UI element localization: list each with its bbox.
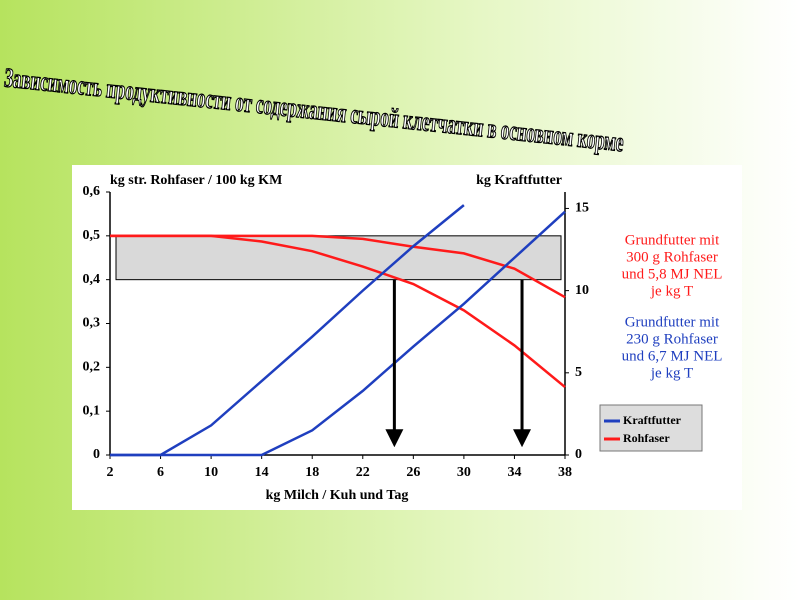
legend-box — [599, 404, 703, 452]
y2-axis-label: kg Kraftfutter — [476, 173, 562, 188]
series-line — [110, 210, 566, 457]
y2-tick-label: 10 — [575, 283, 589, 298]
y-tick-label: 0,3 — [83, 316, 101, 331]
y-tick-label: 0,6 — [83, 184, 101, 199]
y2-tick-label: 15 — [575, 201, 589, 216]
series-line — [110, 234, 566, 389]
legend-label: Kraftfutter — [623, 413, 682, 427]
y2-tick-label: 5 — [575, 365, 582, 380]
y2-tick-label: 0 — [575, 447, 582, 462]
annotation: und 6,7 MJ NEL — [622, 348, 723, 364]
legend-label: Rohfaser — [623, 431, 670, 445]
x-tick-label: 34 — [507, 465, 521, 480]
annotation: 230 g Rohfaser — [626, 331, 718, 347]
annotation: 300 g Rohfaser — [626, 249, 718, 265]
x-tick-label: 22 — [356, 465, 370, 480]
annotation: und 5,8 MJ NEL — [622, 266, 723, 282]
x-axis-label: kg Milch / Kuh und Tag — [266, 488, 409, 503]
y-axis-label: kg str. Rohfaser / 100 kg KM — [110, 173, 282, 188]
y-tick-label: 0,4 — [83, 272, 101, 287]
annotation: Grundfutter mit — [625, 232, 720, 248]
x-tick-label: 2 — [107, 465, 114, 480]
x-tick-label: 10 — [204, 465, 218, 480]
annotation: je kg T — [650, 365, 693, 381]
annotation: Grundfutter mit — [625, 314, 720, 330]
x-tick-label: 14 — [255, 465, 269, 480]
x-tick-label: 30 — [457, 465, 471, 480]
x-tick-label: 6 — [157, 465, 164, 480]
y-tick-label: 0,2 — [83, 360, 101, 375]
x-tick-label: 18 — [305, 465, 319, 480]
chart-panel — [72, 165, 742, 510]
band — [115, 235, 562, 281]
series-line — [110, 204, 465, 457]
x-tick-label: 26 — [406, 465, 420, 480]
y-tick-label: 0 — [93, 447, 100, 462]
y-tick-label: 0,5 — [83, 228, 101, 243]
x-tick-label: 38 — [558, 465, 572, 480]
y-tick-label: 0,1 — [83, 403, 101, 418]
annotation: je kg T — [650, 283, 693, 299]
